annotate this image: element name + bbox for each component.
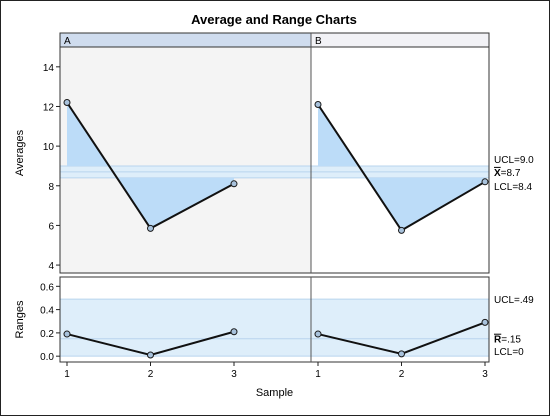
ranges-limit-band [60, 299, 489, 357]
panel-b-x-tick-label-3: 3 [482, 369, 488, 380]
averages-y-tick-label-14: 14 [43, 63, 55, 74]
ranges-y-tick-label-1: 0.2 [40, 329, 54, 340]
panel-b-x-tick-label-2: 2 [399, 369, 405, 380]
panel-a-header [60, 33, 311, 47]
panel-b-average-point-1 [314, 100, 322, 108]
panel-b-average-point-3 [481, 178, 489, 186]
panel-a-x-tick-label-1: 1 [64, 369, 70, 380]
panel-b-x-tick-label-1: 1 [315, 369, 321, 380]
averages-ucl-label: UCL=9.0 [494, 155, 534, 166]
panel-a-x-tick-label-3: 3 [231, 369, 237, 380]
ranges-center-label: R=.15 [494, 335, 521, 346]
averages-y-tick-label-12: 12 [43, 102, 55, 113]
chart-title: Average and Range Charts [191, 12, 357, 27]
panel-a-x-tick-label-2: 2 [148, 369, 154, 380]
ranges-y-tick-label-3: 0.6 [40, 282, 54, 293]
panel-a-range-point-3 [230, 328, 238, 336]
averages-plot-frame [59, 32, 490, 274]
averages-y-tick-label-8: 8 [48, 182, 54, 193]
panel-a-averages-out-of-control-fill-1-lower [150, 177, 234, 229]
panel-a-range-point-1 [63, 330, 71, 338]
averages-y-tick-label-6: 6 [48, 221, 54, 232]
averages-center-symbol: X [494, 168, 501, 179]
ranges-y-tick-label-0: 0.0 [40, 352, 54, 363]
averages-center-value: =8.7 [501, 168, 521, 179]
panel-a-average-point-3 [230, 180, 238, 188]
ranges-plot-frame [59, 276, 490, 363]
averages-center-label: X=8.7 [494, 168, 521, 179]
panel-b-range-point-2 [398, 350, 405, 358]
averages-y-tick-label-10: 10 [43, 142, 55, 153]
panel-a-averages-bg [60, 33, 311, 273]
averages-y-tick-label-4: 4 [48, 261, 54, 272]
panel-a-range-point-2 [147, 351, 154, 359]
averages-lcl-label: LCL=8.4 [494, 182, 533, 193]
panel-b-label: B [315, 36, 322, 47]
panel-a-label: A [64, 36, 71, 47]
panel-a-average-point-1 [63, 99, 71, 107]
panel-b-range-point-3 [481, 318, 489, 326]
panel-b-header [311, 33, 489, 47]
panel-b-range-point-1 [314, 330, 322, 338]
panel-a-average-point-2 [147, 224, 154, 232]
ranges-center-value: =.15 [501, 335, 521, 346]
ranges-lcl-label: LCL=0 [494, 347, 524, 358]
x-axis-title: Sample [256, 387, 293, 399]
ranges-y-tick-label-2: 0.4 [40, 306, 54, 317]
averages-y-axis-title: Averages [14, 129, 26, 176]
ranges-y-axis-title: Ranges [14, 300, 26, 338]
ranges-center-symbol: R [494, 335, 502, 346]
ranges-ucl-label: UCL=.49 [494, 295, 534, 306]
panel-b-average-point-2 [398, 226, 405, 234]
